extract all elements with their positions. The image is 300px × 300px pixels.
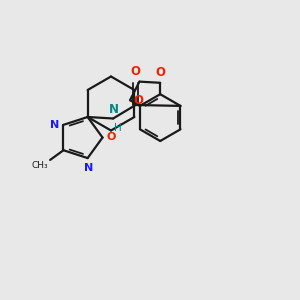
Text: O: O [107, 132, 116, 142]
Text: N: N [109, 103, 119, 116]
Text: N: N [84, 163, 93, 172]
Text: H: H [114, 123, 122, 133]
Text: N: N [50, 120, 59, 130]
Text: O: O [130, 65, 141, 78]
Text: O: O [155, 66, 165, 79]
Text: CH₃: CH₃ [32, 161, 49, 170]
Text: O: O [134, 94, 144, 107]
